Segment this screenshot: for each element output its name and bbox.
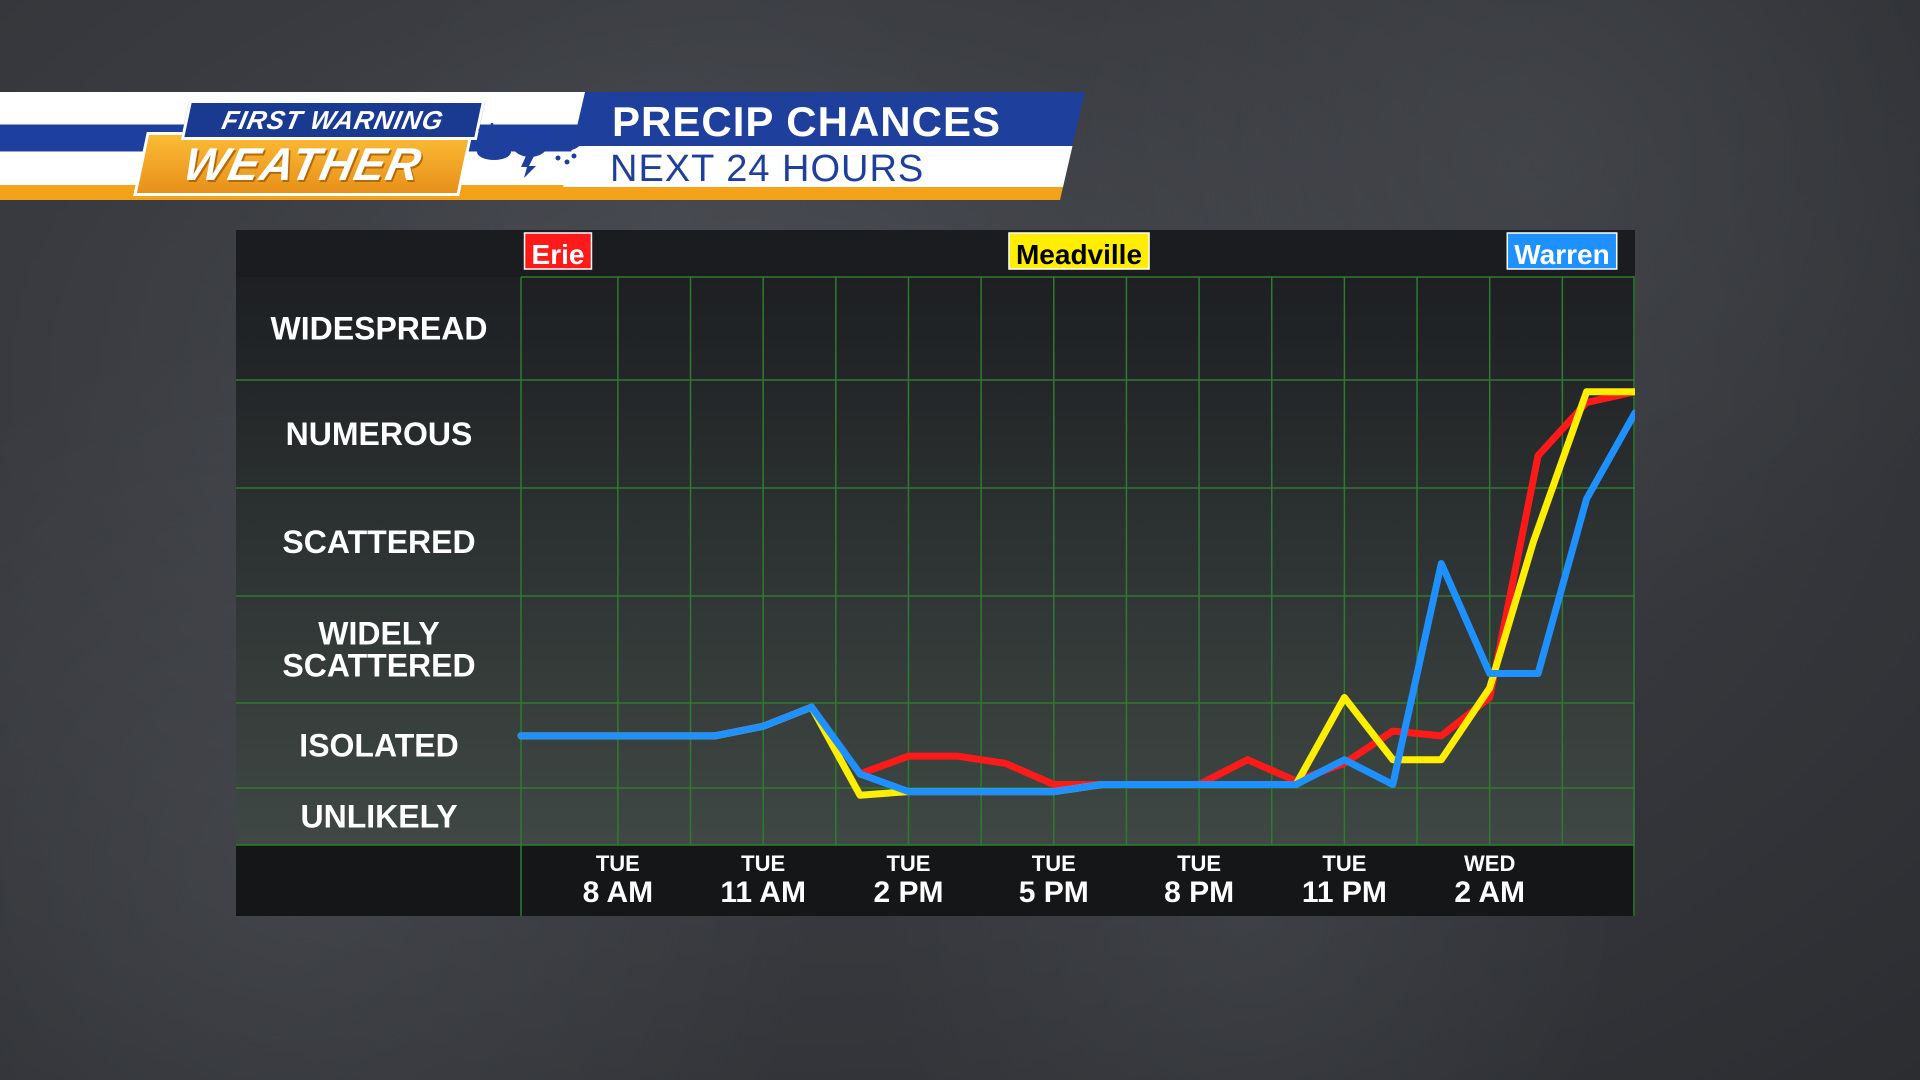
x-tick-day: WED [1464, 851, 1515, 876]
snow-cloud-icon [548, 129, 582, 165]
x-tick-day: TUE [1322, 851, 1366, 876]
x-axis-strip [236, 845, 1635, 916]
x-tick-day: TUE [596, 851, 640, 876]
legend-label-meadville: Meadville [1016, 239, 1142, 270]
y-label-isolated: ISOLATED [299, 728, 458, 764]
y-label-scattered: SCATTERED [282, 524, 475, 560]
partly-cloudy-icon [477, 123, 511, 160]
x-tick-time: 2 AM [1454, 876, 1525, 909]
x-tick-day: TUE [1032, 851, 1076, 876]
first-warning-badge: FIRST WARNING [180, 100, 486, 140]
weather-badge: WEATHER [133, 132, 473, 196]
x-tick-time: 11 AM [720, 876, 806, 909]
y-label-widely-scattered-line1: WIDELY [318, 616, 440, 652]
y-label-widespread: WIDESPREAD [271, 311, 488, 347]
legend-swatch-erie [523, 232, 593, 270]
plot-area [521, 277, 1635, 845]
precip-chart-svg: Erie Meadville Warren UNLIKELY ISOLATED WIDE… [236, 230, 1639, 916]
x-tick-time: 8 PM [1164, 876, 1234, 909]
x-tick-time: 11 PM [1302, 876, 1387, 909]
weather-icons [477, 123, 582, 178]
x-tick-day: TUE [741, 851, 785, 876]
legend-strip [236, 230, 1635, 277]
y-label-numerous: NUMEROUS [286, 416, 473, 452]
header-banner: WEATHER FIRST WARNING PRECIP CHANCES NEX… [0, 92, 1085, 200]
legend-label-erie: Erie [532, 239, 585, 270]
x-tick-time: 2 PM [873, 876, 943, 909]
title-line-2: NEXT 24 HOURS [610, 148, 925, 190]
precip-chart: Erie Meadville Warren UNLIKELY ISOLATED WIDE… [236, 230, 1639, 916]
x-tick-day: TUE [886, 851, 930, 876]
y-label-unlikely: UNLIKELY [300, 799, 457, 835]
x-tick-time: 8 AM [583, 876, 654, 909]
series-line-warren [517, 409, 1639, 796]
legend-label-warren: Warren [1514, 239, 1609, 270]
banner-right-panel [560, 92, 1085, 200]
x-tick-day: TUE [1177, 851, 1221, 876]
legend-swatch-meadville [1008, 232, 1150, 270]
storm-cloud-icon [513, 135, 547, 178]
legend-swatch-warren [1506, 232, 1618, 270]
title-line-1: PRECIP CHANCES [612, 98, 1001, 145]
ylabel-panel [236, 277, 521, 845]
y-label-widely-scattered-line2: SCATTERED [282, 648, 475, 684]
x-tick-time: 5 PM [1019, 876, 1089, 909]
